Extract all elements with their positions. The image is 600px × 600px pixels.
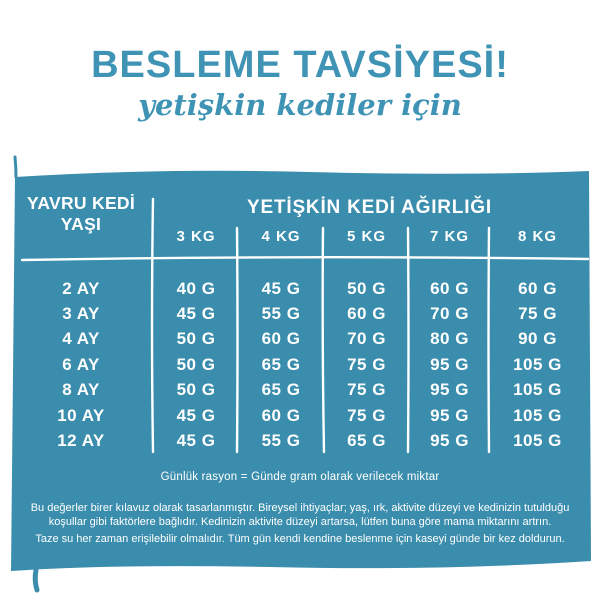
ration-cell: 50 G xyxy=(176,380,216,400)
ration-cell: 75 G xyxy=(347,405,386,425)
ration-cell: 45 G xyxy=(176,405,216,425)
ration-cell: 45 G xyxy=(176,431,216,451)
age-cell: 12 AY xyxy=(57,431,105,451)
ration-cell: 65 G xyxy=(347,431,386,451)
ration-cell: 55 G xyxy=(261,304,301,324)
ration-cell: 75 G xyxy=(347,354,386,374)
age-cell: 3 AY xyxy=(62,304,100,324)
weight-group-header: YETİŞKİN KEDİ AĞIRLIĞI xyxy=(247,197,492,218)
ration-cell: 60 G xyxy=(347,304,386,324)
table-row: 4 AY 50 G 60 G 70 G 80 G 90 G xyxy=(8,327,585,352)
ration-cell: 55 G xyxy=(261,431,301,451)
age-cell: 2 AY xyxy=(62,278,100,298)
ration-cell: 70 G xyxy=(430,304,469,324)
ration-cell: 90 G xyxy=(518,329,557,349)
disclaimer-paragraph-2: Taze su her zaman erişilebilir olmalıdır… xyxy=(35,533,565,545)
weight-header-3kg: 3 KG xyxy=(176,228,216,245)
ration-cell: 60 G xyxy=(518,278,557,298)
weight-column-headers: 3 KG 4 KG 5 KG 7 KG 8 KG xyxy=(154,228,585,245)
ration-cell: 40 G xyxy=(176,278,216,298)
age-cell: 4 AY xyxy=(62,329,100,349)
table-row: 8 AY 50 G 65 G 75 G 95 G 105 G xyxy=(8,378,585,403)
ration-cell: 45 G xyxy=(176,304,216,324)
age-cell: 10 AY xyxy=(57,405,105,425)
ration-footnote: Günlük rasyon = Günde gram olarak verile… xyxy=(160,471,440,483)
table-row: 2 AY 40 G 45 G 50 G 60 G 60 G xyxy=(8,276,585,301)
weight-header-8kg: 8 KG xyxy=(517,228,557,245)
ration-cell: 50 G xyxy=(347,278,386,298)
table-row: 10 AY 45 G 60 G 75 G 95 G 105 G xyxy=(8,403,585,428)
table-row: 6 AY 50 G 65 G 75 G 95 G 105 G xyxy=(8,352,585,377)
table-row: 3 AY 45 G 55 G 60 G 70 G 75 G xyxy=(8,301,585,326)
ration-cell: 75 G xyxy=(347,380,386,400)
ration-cell: 105 G xyxy=(513,405,562,425)
brush-tail-bottom-left-icon xyxy=(32,567,40,593)
ration-cell: 60 G xyxy=(261,405,301,425)
disclaimer-paragraph-1: Bu değerler birer kılavuz olarak tasarla… xyxy=(30,502,570,528)
ration-cell: 75 G xyxy=(518,304,557,324)
weight-header-7kg: 7 KG xyxy=(429,228,469,245)
ration-cell: 60 G xyxy=(261,329,301,349)
ration-cell: 80 G xyxy=(430,329,469,349)
ration-cell: 60 G xyxy=(430,278,469,298)
ration-cell: 105 G xyxy=(513,354,562,374)
age-column-header: YAVRU KEDİ YAŞI xyxy=(26,193,136,234)
ration-cell: 95 G xyxy=(430,380,469,400)
ration-cell: 105 G xyxy=(513,431,562,451)
ration-cell: 105 G xyxy=(513,380,562,400)
ration-cell: 65 G xyxy=(261,354,301,374)
ration-cell: 95 G xyxy=(430,354,469,374)
ration-cell: 45 G xyxy=(261,278,301,298)
panel-shape xyxy=(11,170,591,571)
feeding-table-body: 2 AY 40 G 45 G 50 G 60 G 60 G 3 AY 45 G … xyxy=(8,276,585,454)
weight-header-5kg: 5 KG xyxy=(346,228,386,245)
table-row: 12 AY 45 G 55 G 65 G 95 G 105 G xyxy=(8,428,585,453)
ration-cell: 65 G xyxy=(261,380,301,400)
ration-cell: 50 G xyxy=(176,354,216,374)
age-cell: 6 AY xyxy=(62,354,100,374)
age-cell: 8 AY xyxy=(62,380,100,400)
brush-tail-top-left-icon xyxy=(13,155,18,179)
page-subtitle: yetişkin kediler için xyxy=(138,88,462,122)
ration-cell: 95 G xyxy=(430,431,469,451)
ration-cell: 50 G xyxy=(176,329,216,349)
ration-cell: 95 G xyxy=(430,405,469,425)
weight-header-4kg: 4 KG xyxy=(261,228,301,245)
ration-cell: 70 G xyxy=(347,329,386,349)
table-grid-lines xyxy=(20,197,590,454)
page-title: BESLEME TAVSİYESİ! xyxy=(91,44,509,86)
